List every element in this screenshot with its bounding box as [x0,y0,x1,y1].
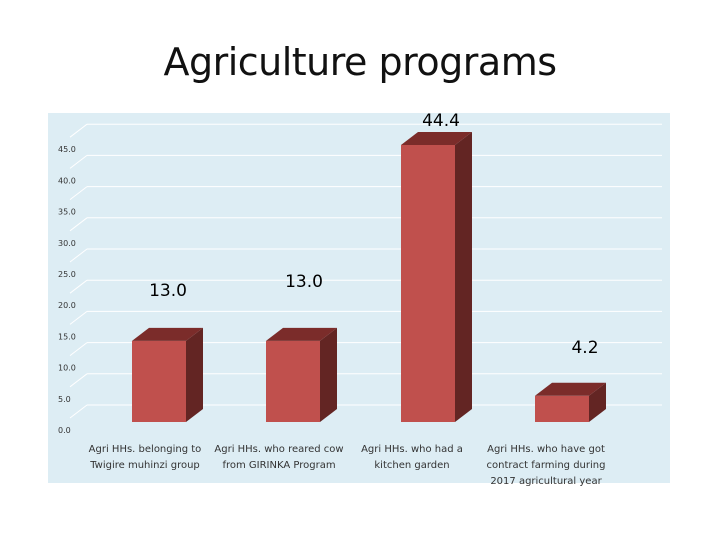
bar-side [455,131,472,422]
data-labels: 13.0 13.0 44.4 4.2 [149,111,598,358]
category-label: Twigire muhinzi group [89,460,200,471]
bar-top [401,131,472,145]
y-tick-label: 45.0 [58,145,76,154]
y-axis-ticks: 0.0 5.0 10.0 15.0 20.0 25.0 30.0 35.0 40.0 45.0 [58,145,76,435]
data-label: 13.0 [285,272,323,292]
y-tick-label: 25.0 [58,270,76,279]
bar [132,340,186,422]
category-labels: Agri HHs. belonging to Twigire muhinzi gr… [89,444,606,487]
chart-title: Agriculture programs [163,40,557,84]
bar-top [266,327,337,341]
bars [132,131,606,422]
bar [266,340,320,422]
data-label: 13.0 [149,281,187,301]
y-tick-label: 5.0 [58,395,71,404]
category-label: contract farming during [487,460,606,471]
category-label: Agri HHs. who had a [361,444,463,455]
y-tick-label: 40.0 [58,176,76,185]
y-tick-label: 15.0 [58,332,76,341]
category-label: from GIRINKA Program [222,460,335,471]
category-label: kitchen garden [374,460,449,471]
bar-top [535,382,606,396]
bar-side [320,327,337,422]
gridline-depth [69,373,88,388]
gridline-depth [69,186,88,200]
category-label: Agri HHs. who have got [487,444,605,455]
y-tick-label: 0.0 [58,426,71,435]
category-label: Agri HHs. who reared cow [214,444,343,455]
data-label: 44.4 [422,111,460,131]
gridline-depth [69,123,88,138]
bar [401,144,455,422]
gridline-depth [69,404,88,419]
gridline-depth [69,248,88,263]
category-label: 2017 agricultural year [490,476,602,487]
gridline-depth [69,217,88,232]
y-tick-label: 30.0 [58,239,76,248]
category-label: Agri HHs. belonging to [89,444,202,455]
data-label: 4.2 [571,338,598,358]
gridline-depth [69,342,88,356]
bar-side [186,327,203,422]
y-tick-label: 10.0 [58,364,76,373]
bar-top [132,327,203,341]
gridline-depth [69,155,88,169]
gridline-depth [69,311,88,325]
gridline-depth [69,279,88,294]
y-tick-label: 20.0 [58,301,76,310]
bar [535,395,589,422]
bar-side [589,382,606,422]
y-tick-label: 35.0 [58,208,76,217]
chart-background [48,113,670,483]
